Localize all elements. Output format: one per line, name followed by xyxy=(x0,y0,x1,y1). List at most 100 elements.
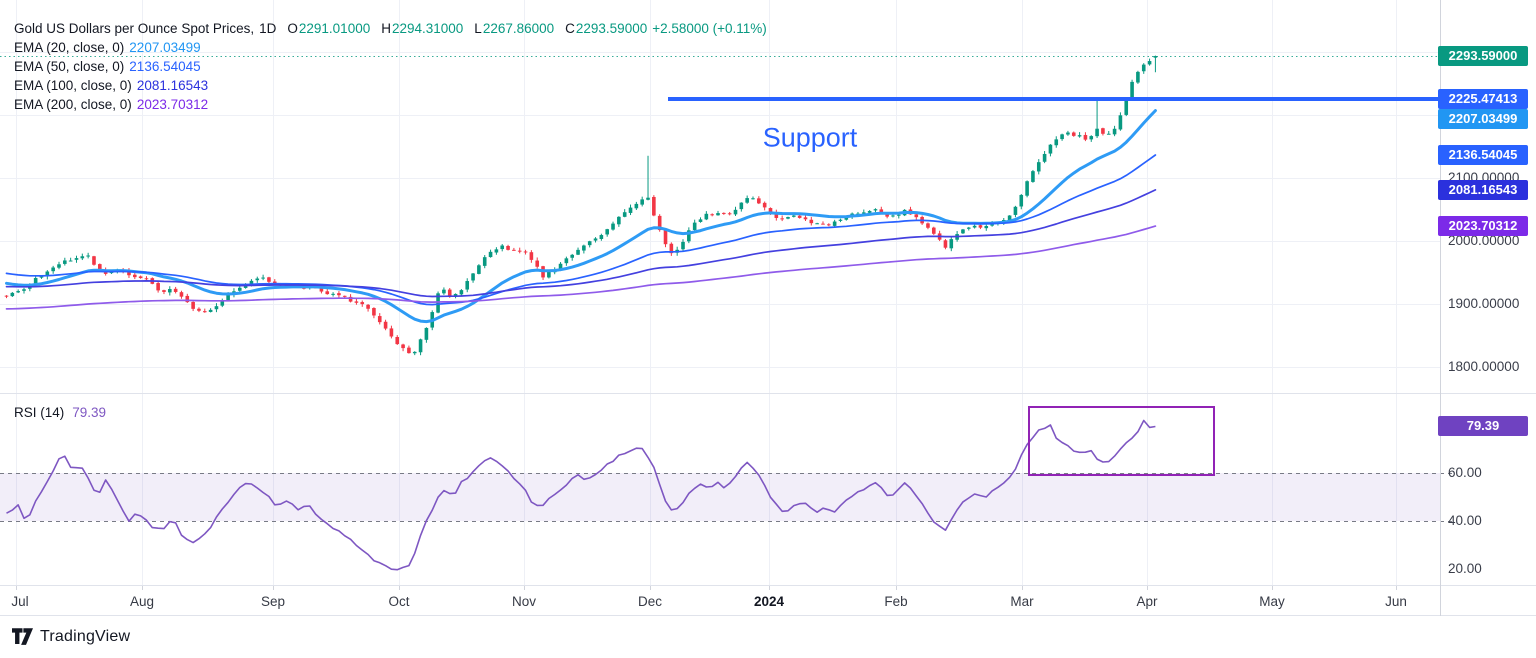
candle[interactable] xyxy=(51,265,55,274)
candle[interactable] xyxy=(1147,58,1152,66)
timeframe-label[interactable]: 1D xyxy=(259,21,277,36)
candle[interactable] xyxy=(1095,99,1099,138)
candle[interactable] xyxy=(179,290,184,299)
candle[interactable] xyxy=(412,351,417,356)
candle[interactable] xyxy=(1060,133,1064,141)
candle[interactable] xyxy=(220,298,225,308)
ema200-legend-row[interactable]: EMA (200, close, 0) 2023.70312 xyxy=(14,97,209,112)
candle[interactable] xyxy=(261,274,265,281)
candle[interactable] xyxy=(477,264,481,275)
candle[interactable] xyxy=(372,307,376,319)
ema100-legend-row[interactable]: EMA (100, close, 0) 2081.16543 xyxy=(14,78,209,93)
candle[interactable] xyxy=(442,287,446,295)
candle[interactable] xyxy=(267,276,271,284)
candle[interactable] xyxy=(133,272,137,280)
candle[interactable] xyxy=(774,209,779,221)
candle[interactable] xyxy=(173,286,178,294)
candle[interactable] xyxy=(424,327,429,343)
candle[interactable] xyxy=(739,202,744,212)
candle[interactable] xyxy=(16,289,20,294)
candle[interactable] xyxy=(1036,159,1041,175)
candle[interactable] xyxy=(681,239,685,251)
candle[interactable] xyxy=(506,244,510,251)
candle[interactable] xyxy=(926,222,930,230)
candle[interactable] xyxy=(821,221,825,225)
candle[interactable] xyxy=(1141,63,1146,74)
candle[interactable] xyxy=(949,236,954,252)
candle[interactable] xyxy=(838,218,843,223)
candle[interactable] xyxy=(471,273,475,283)
candle[interactable] xyxy=(704,211,709,221)
symbol-legend-row[interactable]: Gold US Dollars per Ounce Spot Prices, 1… xyxy=(14,19,767,38)
candle[interactable] xyxy=(529,250,534,263)
candle[interactable] xyxy=(914,213,919,221)
candle[interactable] xyxy=(80,253,85,261)
candle[interactable] xyxy=(202,308,207,313)
candle[interactable] xyxy=(418,338,423,356)
candle[interactable] xyxy=(214,303,219,313)
candle[interactable] xyxy=(331,292,335,297)
candle[interactable] xyxy=(669,242,674,256)
candle[interactable] xyxy=(185,293,190,303)
candle[interactable] xyxy=(1118,112,1123,131)
candle[interactable] xyxy=(611,221,615,231)
candle[interactable] xyxy=(687,227,691,244)
candle[interactable] xyxy=(582,244,586,254)
candle[interactable] xyxy=(167,286,172,296)
candle[interactable] xyxy=(197,307,201,313)
candle[interactable] xyxy=(1136,70,1140,84)
candle[interactable] xyxy=(634,201,639,211)
candle[interactable] xyxy=(488,249,493,258)
candle[interactable] xyxy=(86,252,90,259)
ema-200-line[interactable] xyxy=(5,225,1157,310)
chart-canvas[interactable] xyxy=(0,0,1536,616)
candle[interactable] xyxy=(407,345,411,354)
candle[interactable] xyxy=(961,228,965,234)
candle[interactable] xyxy=(68,257,73,262)
candle[interactable] xyxy=(622,209,627,218)
candle[interactable] xyxy=(570,253,575,261)
candle[interactable] xyxy=(640,196,644,207)
candle[interactable] xyxy=(803,214,808,222)
ema20-legend-row[interactable]: EMA (20, close, 0) 2207.03499 xyxy=(14,40,201,55)
candle[interactable] xyxy=(535,257,540,269)
candle[interactable] xyxy=(943,239,948,250)
candle[interactable] xyxy=(593,237,598,243)
candle[interactable] xyxy=(896,213,901,219)
candle[interactable] xyxy=(1083,132,1088,142)
candle[interactable] xyxy=(191,301,195,312)
candle[interactable] xyxy=(366,304,370,312)
candle[interactable] xyxy=(984,223,989,231)
candle[interactable] xyxy=(517,247,522,254)
candle[interactable] xyxy=(587,240,592,248)
candle[interactable] xyxy=(383,319,388,331)
candle[interactable] xyxy=(873,208,878,213)
candle[interactable] xyxy=(45,270,50,280)
candle[interactable] xyxy=(809,216,814,226)
candle[interactable] xyxy=(63,257,67,266)
candle[interactable] xyxy=(92,255,96,266)
candle[interactable] xyxy=(4,295,9,299)
candle[interactable] xyxy=(931,226,936,235)
candle[interactable] xyxy=(1106,131,1111,135)
rsi-rectangle-annotation[interactable] xyxy=(1028,406,1215,476)
rsi-line[interactable] xyxy=(6,419,1156,571)
candle[interactable] xyxy=(1042,151,1047,164)
candle[interactable] xyxy=(576,247,580,256)
candle[interactable] xyxy=(1153,55,1158,73)
candle[interactable] xyxy=(500,244,505,252)
ema-50-line[interactable] xyxy=(5,154,1157,306)
candle[interactable] xyxy=(138,275,143,279)
candle[interactable] xyxy=(605,228,609,237)
candle[interactable] xyxy=(716,210,720,216)
candle[interactable] xyxy=(1025,180,1029,198)
candle[interactable] xyxy=(1130,79,1134,100)
candle[interactable] xyxy=(1013,205,1018,218)
candle[interactable] xyxy=(751,196,755,200)
candle[interactable] xyxy=(208,308,213,313)
candle[interactable] xyxy=(1031,169,1035,183)
candle[interactable] xyxy=(1089,135,1094,142)
candle[interactable] xyxy=(966,226,971,231)
candle[interactable] xyxy=(74,255,79,263)
candle[interactable] xyxy=(1048,144,1053,157)
